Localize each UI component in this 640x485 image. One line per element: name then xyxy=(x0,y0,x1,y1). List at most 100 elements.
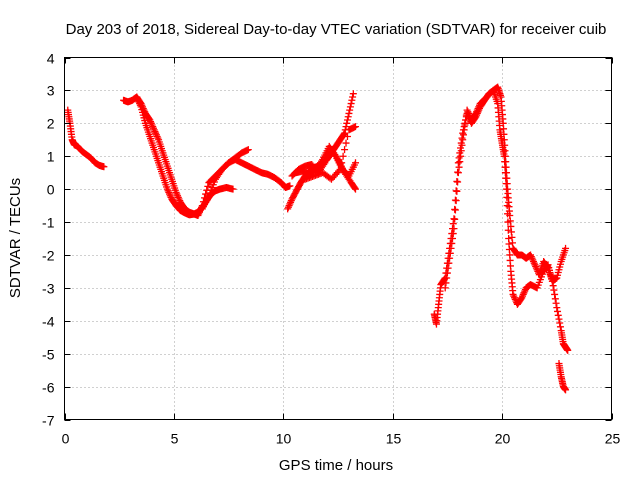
y-tick-label: 4 xyxy=(47,51,55,67)
data-points xyxy=(64,83,572,394)
data-point xyxy=(340,130,348,138)
data-point xyxy=(553,304,561,312)
data-point xyxy=(166,192,174,200)
plot-frame xyxy=(64,57,612,420)
data-point xyxy=(519,292,527,300)
series-seg2c xyxy=(198,146,252,213)
data-point xyxy=(448,239,456,247)
data-point xyxy=(502,185,510,193)
data-point xyxy=(149,123,157,131)
y-tick-label: -5 xyxy=(42,347,55,363)
data-point xyxy=(464,108,472,116)
data-point xyxy=(454,178,462,186)
data-point xyxy=(529,256,537,264)
x-tick-label: 0 xyxy=(62,431,70,447)
data-point xyxy=(151,128,159,136)
data-point xyxy=(532,262,540,270)
data-point xyxy=(556,323,564,331)
x-tick-label: 10 xyxy=(276,431,292,447)
data-point xyxy=(461,121,469,129)
data-point xyxy=(135,98,143,106)
data-point xyxy=(543,262,551,270)
data-point xyxy=(528,254,536,262)
data-point xyxy=(346,106,354,114)
data-point xyxy=(284,205,292,213)
data-point xyxy=(453,187,461,195)
data-point xyxy=(465,109,473,117)
data-point xyxy=(551,290,559,298)
series-seg1 xyxy=(64,106,108,171)
data-point xyxy=(449,230,457,238)
data-point xyxy=(346,103,354,111)
data-point xyxy=(331,151,339,159)
data-point xyxy=(444,264,452,272)
y-tick-label: -6 xyxy=(42,380,55,396)
series-seg2b xyxy=(133,93,237,219)
series-seg3d xyxy=(301,123,360,183)
data-point xyxy=(458,141,466,149)
data-point xyxy=(463,106,471,114)
data-point xyxy=(562,244,570,252)
ticks: 0 5 10 15 20 25 -7 -6 -5 -4 -3 -2 -1 0 1 2 3 4 xyxy=(42,51,620,447)
y-tick-label: -4 xyxy=(42,314,55,330)
data-point xyxy=(174,193,182,201)
data-point xyxy=(504,218,512,226)
data-point xyxy=(229,185,237,193)
data-point xyxy=(451,215,459,223)
chart-title: Day 203 of 2018, Sidereal Day-to-day VTE… xyxy=(66,21,607,38)
data-point xyxy=(520,289,528,297)
data-point xyxy=(343,116,351,124)
data-point xyxy=(503,193,511,201)
data-point xyxy=(527,251,535,259)
data-point xyxy=(133,95,141,103)
y-tick-label: -7 xyxy=(42,413,55,429)
x-tick-label: 20 xyxy=(495,431,511,447)
data-point xyxy=(244,146,252,154)
x-tick-label: 15 xyxy=(386,431,402,447)
data-point xyxy=(504,210,512,218)
data-point xyxy=(352,123,360,131)
data-point xyxy=(454,159,462,167)
data-point xyxy=(564,346,572,354)
data-point xyxy=(447,244,455,252)
data-point xyxy=(552,299,560,307)
y-tick-label: 0 xyxy=(47,182,55,198)
data-point xyxy=(475,103,483,111)
x-tick-label: 25 xyxy=(605,431,621,447)
x-tick-label: 5 xyxy=(171,431,179,447)
data-point xyxy=(172,188,180,196)
data-point xyxy=(349,90,357,98)
data-point xyxy=(518,294,526,302)
data-point xyxy=(519,290,527,298)
data-point xyxy=(173,190,181,198)
data-point xyxy=(450,225,458,233)
data-point xyxy=(443,274,451,282)
data-point xyxy=(147,118,155,126)
data-point xyxy=(510,292,518,300)
data-point xyxy=(460,126,468,134)
data-point xyxy=(164,187,172,195)
data-point xyxy=(443,269,451,277)
y-tick-label: -2 xyxy=(42,248,55,264)
data-point xyxy=(474,105,482,113)
data-point xyxy=(550,286,558,294)
data-point xyxy=(529,258,537,266)
data-point xyxy=(284,203,292,211)
data-point xyxy=(551,295,559,303)
data-point xyxy=(445,259,453,267)
series-seg3a xyxy=(284,90,357,213)
y-tick-label: 1 xyxy=(47,149,55,165)
data-point xyxy=(338,159,346,167)
data-point xyxy=(442,279,450,287)
data-point xyxy=(472,109,480,117)
data-point xyxy=(555,315,563,323)
data-point xyxy=(133,93,141,101)
data-point xyxy=(473,108,481,116)
y-tick-label: 3 xyxy=(47,83,55,99)
data-point xyxy=(147,119,155,127)
data-point xyxy=(562,386,570,394)
data-point xyxy=(351,184,359,192)
data-point xyxy=(175,195,183,203)
y-axis-title: SDTVAR / TECUs xyxy=(7,178,24,298)
